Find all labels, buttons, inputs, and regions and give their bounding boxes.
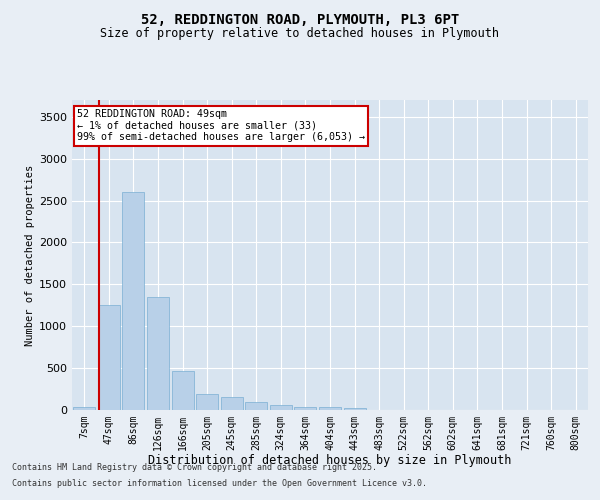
Bar — [344, 408, 365, 410]
Bar — [73, 408, 95, 410]
Bar — [245, 402, 268, 410]
Bar — [221, 396, 243, 410]
Bar — [270, 406, 292, 410]
X-axis label: Distribution of detached houses by size in Plymouth: Distribution of detached houses by size … — [148, 454, 512, 468]
Text: 52, REDDINGTON ROAD, PLYMOUTH, PL3 6PT: 52, REDDINGTON ROAD, PLYMOUTH, PL3 6PT — [141, 12, 459, 26]
Text: Contains HM Land Registry data © Crown copyright and database right 2025.: Contains HM Land Registry data © Crown c… — [12, 464, 377, 472]
Bar — [319, 408, 341, 410]
Text: 52 REDDINGTON ROAD: 49sqm
← 1% of detached houses are smaller (33)
99% of semi-d: 52 REDDINGTON ROAD: 49sqm ← 1% of detach… — [77, 110, 365, 142]
Y-axis label: Number of detached properties: Number of detached properties — [25, 164, 35, 346]
Bar — [147, 297, 169, 410]
Text: Contains public sector information licensed under the Open Government Licence v3: Contains public sector information licen… — [12, 478, 427, 488]
Bar — [295, 408, 316, 410]
Bar — [196, 394, 218, 410]
Bar — [172, 372, 194, 410]
Bar — [122, 192, 145, 410]
Text: Size of property relative to detached houses in Plymouth: Size of property relative to detached ho… — [101, 28, 499, 40]
Bar — [98, 306, 120, 410]
